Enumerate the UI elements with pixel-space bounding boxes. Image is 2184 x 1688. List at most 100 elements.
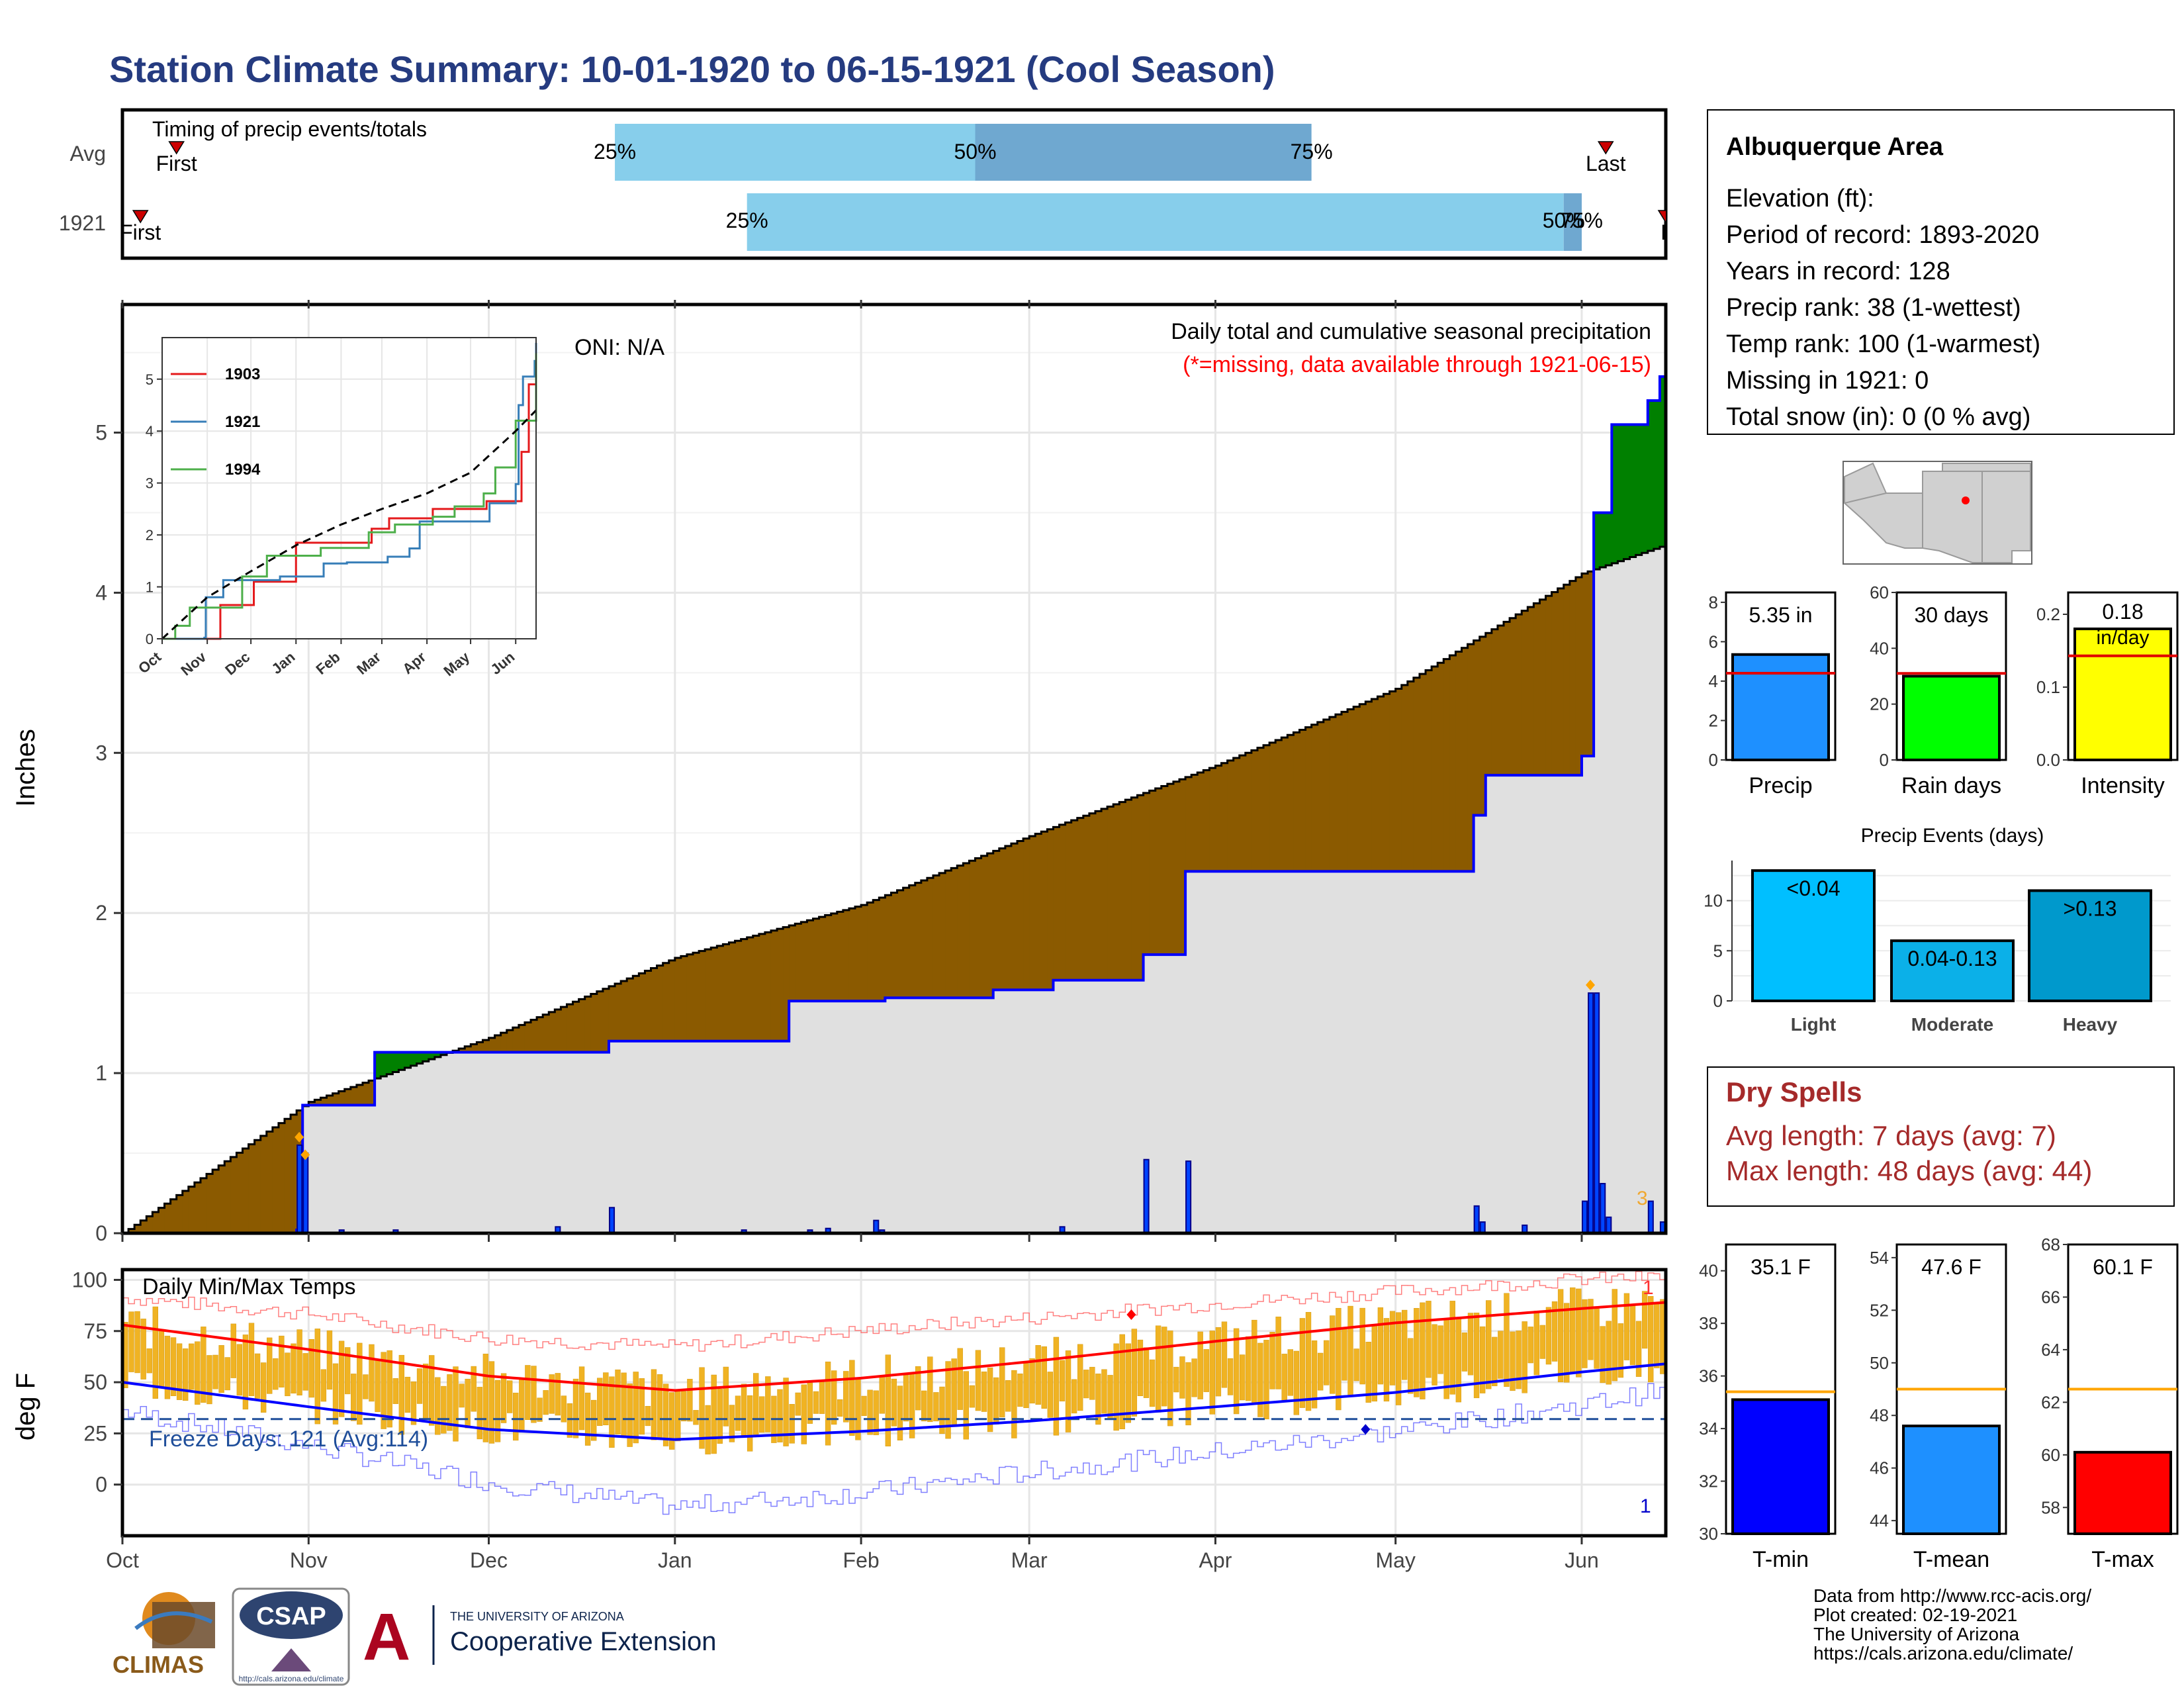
daily-temp-bar — [645, 1405, 651, 1427]
precip-deficit-band — [1467, 644, 1475, 872]
daily-temp-bar — [1005, 1380, 1011, 1412]
precip-deficit-band — [518, 1025, 525, 1053]
precip-deficit-band — [1185, 776, 1192, 872]
info-temp-rank: Temp rank: 100 (1-warmest) — [1726, 330, 2040, 358]
daily-temp-bar — [375, 1360, 381, 1413]
daily-temp-bar — [291, 1343, 296, 1394]
timing-first-marker — [168, 141, 185, 155]
daily-temp-bar — [1563, 1303, 1570, 1383]
location-map — [1843, 461, 2032, 565]
precip-deficit-band — [1485, 633, 1492, 776]
precip-deficit-band — [1095, 811, 1102, 980]
daily-temp-bar — [392, 1378, 398, 1404]
events-bar-label: >0.13 — [2064, 896, 2117, 920]
precip-deficit-band — [729, 942, 736, 1041]
daily-temp-bar — [344, 1347, 351, 1395]
precip-y-tick-label: 1 — [95, 1061, 107, 1085]
events-bar-heavy — [2028, 889, 2152, 1003]
precip-deficit-band — [1323, 719, 1330, 872]
precip-surplus-band — [381, 1052, 387, 1076]
t-min-tick-label: 30 — [1699, 1524, 1718, 1544]
daily-temp-bar — [975, 1350, 981, 1411]
precip-deficit-band — [543, 1014, 549, 1053]
daily-temp-bar — [1641, 1291, 1648, 1349]
t-max-tick-label: 66 — [2041, 1287, 2060, 1307]
daily-temp-bar — [765, 1376, 771, 1432]
precip-deficit-band — [1497, 626, 1504, 776]
avg-min-temp-line — [122, 1362, 1666, 1441]
inset-y-tick-label: 1 — [146, 579, 154, 596]
daily-temp-bar — [1377, 1307, 1384, 1385]
daily-temp-bar — [969, 1385, 976, 1408]
daily-temp-bar — [1047, 1372, 1054, 1418]
precip-total-label: Precip — [1749, 773, 1812, 798]
precip-deficit-band — [1504, 622, 1510, 776]
precip-events-title: Precip Events (days) — [1861, 825, 2044, 847]
timing-row-label-year: 1921 — [59, 211, 106, 235]
daily-temp-bar — [615, 1369, 621, 1434]
precip-deficit-band — [1329, 717, 1336, 872]
daily-temp-bar — [657, 1374, 663, 1440]
daily-temp-bar — [1125, 1343, 1131, 1423]
precip-deficit-band — [1581, 573, 1588, 757]
daily-temp-bar — [308, 1339, 314, 1398]
daily-temp-bar — [332, 1363, 339, 1425]
info-period: Period of record: 1893-2020 — [1726, 221, 2039, 249]
precip-deficit-band — [459, 1049, 465, 1053]
info-missing: Missing in 1921: 0 — [1726, 367, 1929, 395]
precip-deficit-band — [1527, 606, 1534, 776]
daily-temp-bar — [1371, 1325, 1378, 1402]
daily-temp-bar — [993, 1377, 999, 1425]
daily-temp-bar — [320, 1369, 327, 1402]
record-precip-marker — [300, 1149, 310, 1160]
precip-deficit-band — [308, 1102, 315, 1105]
credit-url: https://cals.arizona.edu/climate/ — [1813, 1643, 2073, 1664]
daily-temp-bar — [633, 1372, 639, 1444]
daily-temp-bar — [723, 1366, 729, 1427]
daily-temp-bar — [195, 1341, 201, 1405]
footer: CLIMAS CSAP http://cals.arizona.edu/clim… — [113, 1585, 2091, 1686]
daily-temp-bar — [1576, 1288, 1582, 1378]
daily-temp-bar — [267, 1337, 273, 1394]
daily-temp-bar — [1275, 1317, 1281, 1389]
precip-deficit-band — [752, 935, 760, 1041]
precip-deficit-band — [1395, 688, 1402, 872]
precip-deficit-band — [170, 1199, 177, 1233]
ua-name: THE UNIVERSITY OF ARIZONA — [450, 1610, 624, 1623]
precip-deficit-band — [128, 1229, 135, 1233]
month-label: Jan — [658, 1548, 692, 1572]
month-label: Apr — [1199, 1548, 1232, 1572]
precip-deficit-band — [537, 1017, 543, 1053]
daily-temp-bar — [1215, 1327, 1222, 1397]
inset-frame — [161, 337, 537, 639]
daily-temp-bar — [387, 1350, 392, 1428]
daily-temp-bar — [285, 1352, 291, 1397]
daily-temp-bar — [843, 1371, 849, 1423]
t-max-panel: 58 60 62 64 66 68 60.1 F T-max — [2041, 1235, 2179, 1572]
timing-row-label-avg: Avg — [69, 142, 106, 165]
map-border-ca — [1844, 492, 1887, 504]
daily-temp-bar — [711, 1374, 717, 1454]
precip-deficit-band — [1510, 618, 1516, 776]
daily-temp-bar — [1131, 1329, 1138, 1417]
precip-deficit-band — [500, 1033, 508, 1053]
precip-deficit-band — [770, 930, 778, 1041]
precip-deficit-band — [1432, 666, 1438, 872]
credit-data-source: Data from http://www.rcc-acis.org/ — [1813, 1585, 2091, 1606]
precip-deficit-band — [723, 944, 730, 1041]
inset-y-tick-label: 5 — [146, 371, 154, 388]
precip-deficit-band — [657, 965, 664, 1041]
daily-temp-bar — [1179, 1356, 1185, 1399]
precip-deficit-band — [627, 978, 633, 1041]
daily-temp-bar — [338, 1340, 345, 1417]
precip-deficit-band — [1426, 670, 1432, 872]
inset-y-tick-label: 2 — [146, 527, 154, 543]
station-location-dot — [1962, 496, 1970, 504]
daily-temp-bar — [693, 1410, 699, 1425]
inset-y-tick-label: 4 — [146, 423, 154, 440]
precip-surplus-band — [1653, 400, 1661, 549]
timing-p75-label: 75% — [1291, 140, 1333, 164]
precip-deficit-band — [1365, 701, 1372, 872]
ua-logo: A THE UNIVERSITY OF ARIZONA Cooperative … — [363, 1600, 716, 1674]
daily-temp-bar — [1426, 1301, 1432, 1378]
